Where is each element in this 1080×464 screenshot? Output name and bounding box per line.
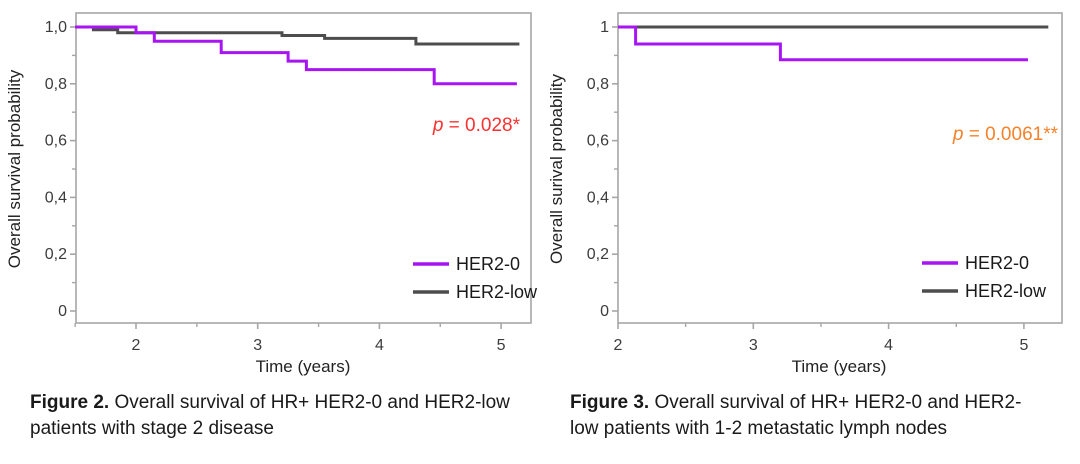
y-tick-label: 1 (600, 19, 609, 36)
figure-3-caption: Figure 3. Overall survival of HR+ HER2-0… (570, 390, 1032, 442)
p-value-annotation: p = 0.0061** (952, 124, 1059, 145)
legend-label-HER2-0: HER2-0 (965, 253, 1029, 273)
figure-3-caption-label: Figure 3. (570, 392, 650, 413)
y-tick-label: 0,4 (45, 189, 67, 206)
x-tick-label: 4 (884, 337, 893, 354)
figure-3-caption-text: Overall survival of HR+ HER2-0 and HER2-… (570, 392, 1022, 439)
x-tick-label: 5 (1019, 337, 1028, 354)
y-tick-label: 0,8 (45, 76, 67, 93)
legend-label-HER2-low: HER2-low (456, 282, 538, 302)
y-tick-label: 0,6 (45, 133, 67, 150)
y-tick-label: 1,0 (45, 19, 67, 36)
plot-border (617, 12, 1063, 324)
y-tick-label: 0,6 (587, 133, 609, 150)
km-chart-stage2-disease: 2 3 4 5 0 0,2 0,4 0,6 0,8 1,0 Time (years) Overall … (5, 12, 538, 376)
km-chart-lymph-nodes: 2 3 4 5 0 0,2 0,4 0,6 0,8 1 Time (years) Overall su… (547, 12, 1063, 376)
y-axis-title: Overall survival probability (5, 69, 24, 268)
y-tick-label: 0 (600, 303, 609, 320)
legend-label-HER2-low: HER2-low (965, 281, 1047, 301)
legend-label-HER2-0: HER2-0 (456, 254, 520, 274)
series-HER2-0-line (618, 25, 1028, 62)
p-value-annotation: p = 0.028* (432, 115, 521, 136)
figure-2-caption: Figure 2. Overall survival of HR+ HER2-0… (30, 390, 530, 442)
y-tick-label: 0,4 (587, 189, 609, 206)
x-tick-label: 3 (253, 337, 262, 354)
x-axis-title: Time (years) (792, 357, 887, 376)
plot-border (75, 12, 532, 324)
y-axis-title: Overall surival probability (547, 74, 566, 264)
figure-2-caption-text: Overall survival of HR+ HER2-0 and HER2-… (30, 392, 510, 439)
figure-2-caption-label: Figure 2. (30, 392, 110, 413)
series-HER2-low-line (75, 25, 520, 46)
y-tick-label: 0,2 (45, 246, 67, 263)
x-tick-label: 3 (749, 337, 758, 354)
x-tick-label: 4 (375, 337, 384, 354)
x-tick-label: 2 (614, 337, 623, 354)
x-tick-label: 5 (497, 337, 506, 354)
y-tick-label: 0,2 (587, 246, 609, 263)
y-tick-label: 0,8 (587, 76, 609, 93)
y-tick-label: 0 (58, 303, 67, 320)
x-tick-label: 2 (132, 337, 141, 354)
series-HER2-0-line (75, 25, 517, 86)
x-axis-title: Time (years) (256, 357, 351, 376)
figure-2: 2 3 4 5 0 0,2 0,4 0,6 0,8 1,0 Time (years) Overall … (5, 12, 538, 442)
figure-3: 2 3 4 5 0 0,2 0,4 0,6 0,8 1 Time (years) Overall su… (540, 0, 1080, 464)
